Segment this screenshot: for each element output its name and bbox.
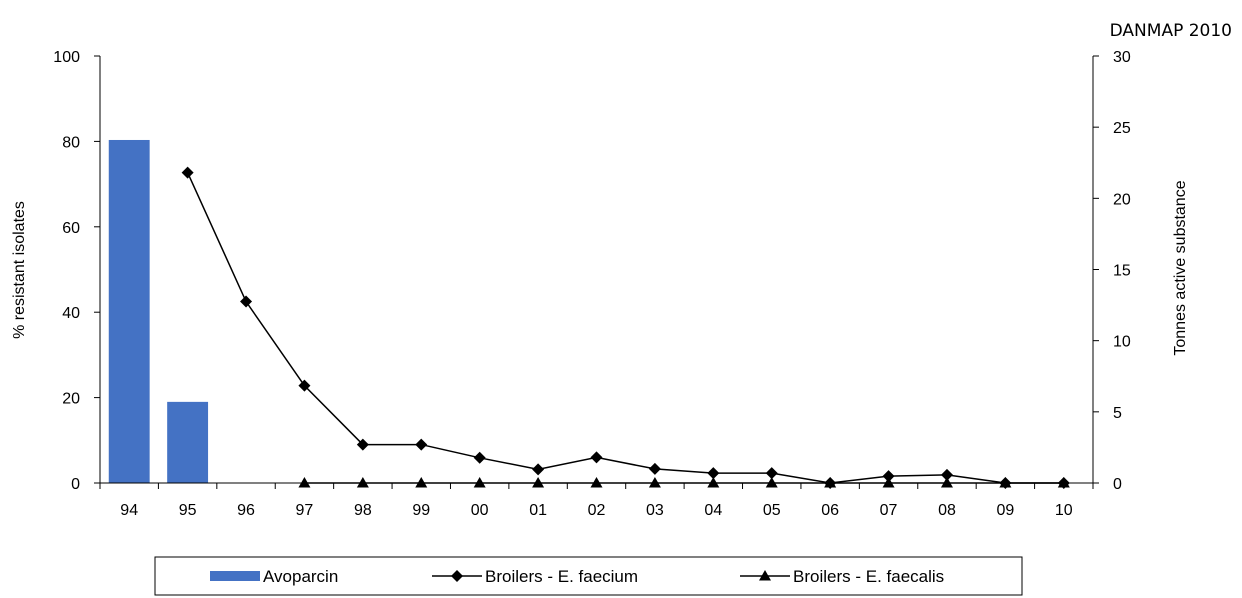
y2-tick-label: 25 (1113, 120, 1131, 137)
x-tick-label: 09 (996, 502, 1014, 519)
x-tick-label: 03 (646, 502, 664, 519)
point-diamond-02 (590, 451, 603, 464)
y2-tick-label: 20 (1113, 191, 1131, 208)
x-tick-label: 02 (588, 502, 606, 519)
legend-swatch-bar (210, 571, 260, 581)
x-tick-label: 95 (179, 502, 197, 519)
y-tick-label: 40 (62, 305, 80, 322)
x-tick-label: 01 (529, 502, 547, 519)
y2-tick-label: 10 (1113, 334, 1131, 351)
point-diamond-98 (356, 438, 369, 451)
point-triangle-01 (532, 477, 545, 488)
x-tick-label: 08 (938, 502, 956, 519)
point-triangle-02 (590, 477, 603, 488)
y-axis-title-left: % resistant isolates (11, 201, 28, 339)
x-tick-label: 07 (880, 502, 898, 519)
legend: Avoparcin Broilers - E. faecium Broilers -… (154, 556, 1023, 596)
point-diamond-01 (532, 463, 545, 476)
y-tick-label: 80 (62, 134, 80, 151)
y-tick-label: 100 (53, 49, 80, 66)
x-tick-label: 94 (120, 502, 138, 519)
y-axis-title-right: Tonnes active substance (1172, 180, 1189, 355)
point-triangle-97 (298, 477, 311, 488)
point-diamond-03 (648, 462, 661, 475)
series-line-diamond (186, 172, 1064, 484)
point-diamond-96 (240, 295, 253, 308)
legend-marker-diamond (451, 570, 463, 582)
point-triangle-10 (1057, 477, 1070, 488)
point-triangle-09 (999, 477, 1012, 488)
point-diamond-04 (707, 467, 720, 480)
legend-box (154, 556, 1023, 596)
y2-tick-label: 5 (1113, 405, 1122, 422)
y-tick-label: 0 (71, 476, 80, 493)
point-triangle-99 (415, 477, 428, 488)
x-tick-label: 98 (354, 502, 372, 519)
bar-94 (108, 139, 150, 483)
x-tick-label: 10 (1055, 502, 1073, 519)
point-diamond-95 (181, 166, 194, 179)
y2-tick-label: 15 (1113, 263, 1131, 280)
point-triangle-03 (648, 477, 661, 488)
y2-tick-label: 0 (1113, 476, 1122, 493)
point-triangle-08 (940, 477, 953, 488)
y2-tick-label: 30 (1113, 49, 1131, 66)
y-tick-label: 60 (62, 220, 80, 237)
y-tick-label: 20 (62, 391, 80, 408)
x-tick-label: 97 (296, 502, 314, 519)
point-triangle-98 (356, 477, 369, 488)
point-diamond-99 (415, 438, 428, 451)
source-label: DANMAP 2010 (1110, 21, 1232, 41)
point-triangle-00 (473, 477, 486, 488)
point-diamond-08 (940, 468, 953, 481)
x-tick-label: 00 (471, 502, 489, 519)
legend-label: Broilers - E. faecium (485, 567, 638, 586)
x-tick-label: 04 (704, 502, 722, 519)
x-tick-label: 05 (763, 502, 781, 519)
point-diamond-07 (882, 470, 895, 483)
legend-marker-triangle (759, 570, 771, 581)
point-triangle-05 (765, 477, 778, 488)
point-triangle-06 (824, 477, 837, 488)
point-diamond-97 (298, 379, 311, 392)
bar-95 (167, 401, 209, 483)
x-tick-label: 06 (821, 502, 839, 519)
legend-label: Avoparcin (263, 567, 338, 586)
legend-label: Broilers - E. faecalis (793, 567, 944, 586)
point-diamond-00 (473, 451, 486, 464)
x-tick-label: 96 (237, 502, 255, 519)
x-tick-label: 99 (412, 502, 430, 519)
point-triangle-04 (707, 477, 720, 488)
point-diamond-05 (765, 467, 778, 480)
point-triangle-07 (882, 477, 895, 488)
